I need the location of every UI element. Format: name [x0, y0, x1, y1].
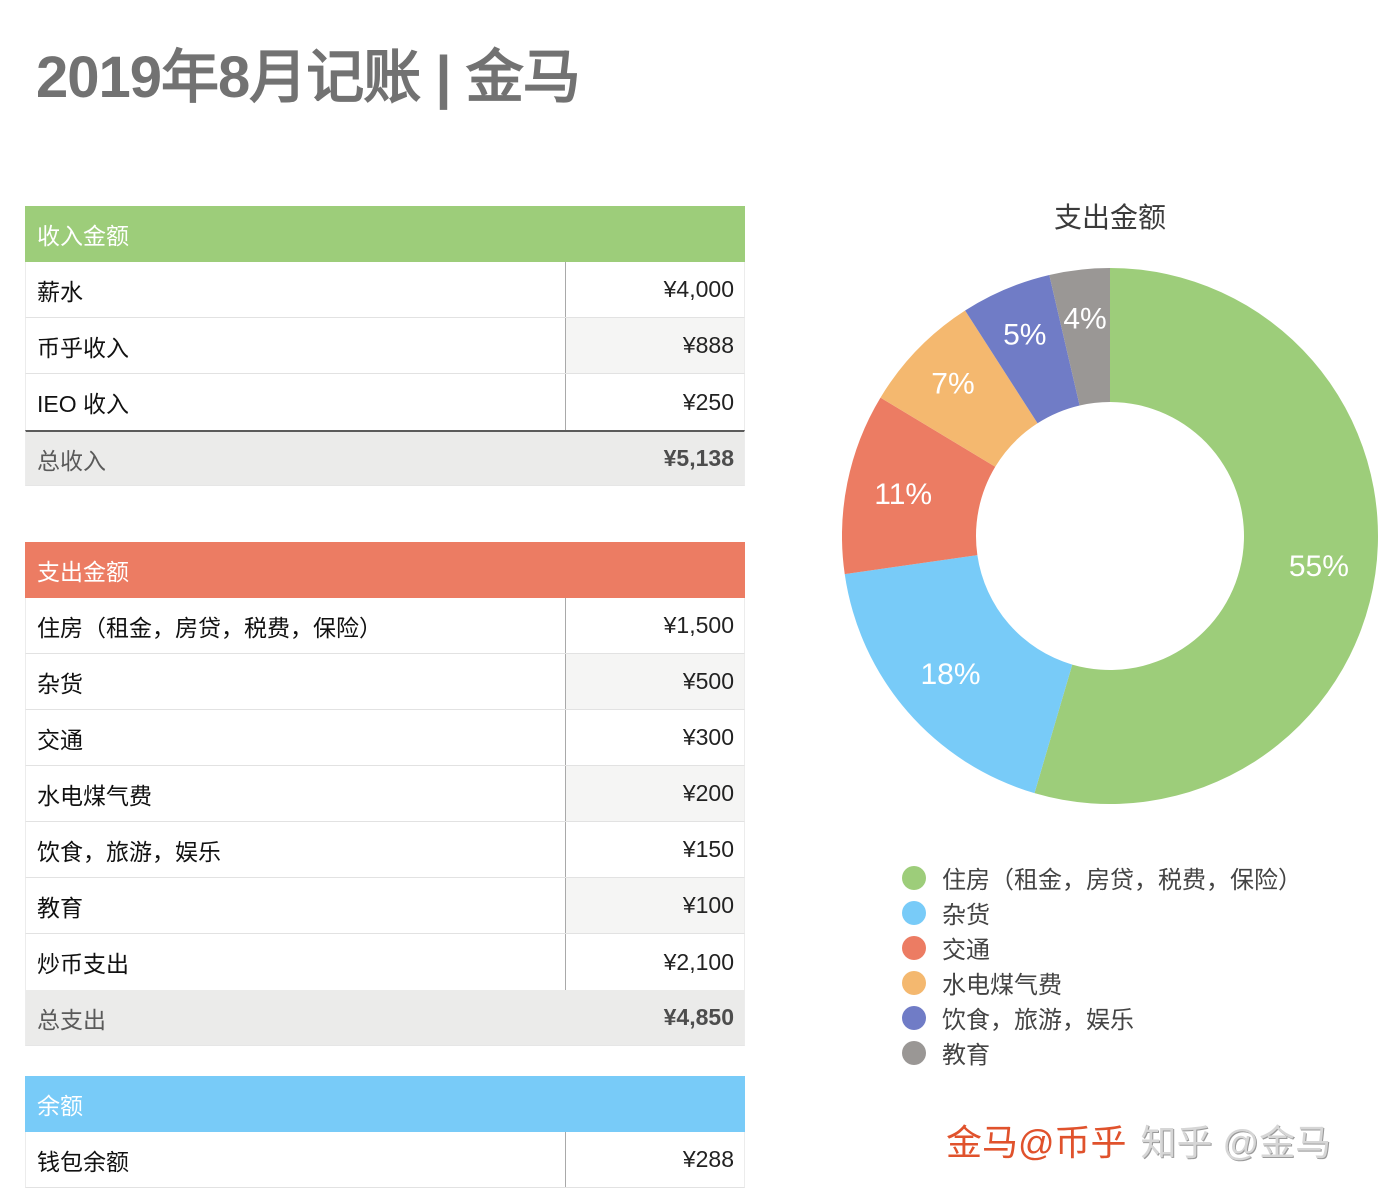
slice-percent-label: 18% [921, 658, 981, 691]
legend-label: 杂货 [942, 902, 990, 929]
row-value: ¥4,000 [663, 276, 734, 302]
legend-label: 住房（租金，房贷，税费，保险） [942, 867, 1302, 894]
legend-label: 水电煤气费 [942, 972, 1062, 999]
legend-swatch-icon [902, 1005, 926, 1030]
table-row: IEO 收入 ¥250 [25, 374, 745, 430]
row-label: 杂货 [26, 654, 566, 709]
balance-header: 余额 [25, 1076, 745, 1132]
donut-slice [880, 310, 1038, 467]
row-value: ¥2,100 [663, 948, 734, 975]
watermark: 金马@币乎 知乎 @金马 [946, 1114, 1331, 1166]
legend-item: 教育 [902, 1035, 1302, 1070]
row-label: 薪水 [26, 262, 566, 317]
total-row: 总支出 ¥4,850 [25, 990, 745, 1046]
donut-chart: 55% 18% 11% 7% 5% 4% [842, 268, 1378, 804]
slice-percent-label: 7% [931, 367, 974, 400]
legend-item: 水电煤气费 [902, 965, 1302, 1000]
row-value: ¥1,500 [663, 612, 734, 638]
legend-swatch-icon [902, 970, 926, 995]
table-row: 币乎收入 ¥888 [25, 318, 745, 374]
legend-item: 杂货 [902, 895, 1302, 930]
row-label: 炒币支出 [26, 934, 566, 990]
legend-item: 交通 [902, 930, 1302, 965]
row-value: ¥200 [566, 766, 744, 821]
row-label: 饮食，旅游，娱乐 [26, 822, 566, 877]
row-label: IEO 收入 [26, 374, 566, 430]
legend-swatch-icon [902, 1040, 926, 1065]
expense-header: 支出金额 [25, 542, 745, 598]
row-label: 水电煤气费 [26, 766, 566, 821]
row-value: ¥888 [566, 318, 744, 373]
row-label: 币乎收入 [26, 318, 566, 373]
table-row: 交通 ¥300 [25, 710, 745, 766]
legend-swatch-icon [902, 865, 926, 890]
table-row: 水电煤气费 ¥200 [25, 766, 745, 822]
watermark-zhihu: 知乎 @金马 [1140, 1122, 1332, 1163]
legend-swatch-icon [902, 900, 926, 925]
total-label: 总收入 [37, 447, 106, 474]
page-title: 2019年8月记账 | 金马 [36, 45, 581, 110]
slice-percent-label: 55% [1289, 550, 1349, 583]
income-header: 收入金额 [25, 206, 745, 262]
slice-percent-label: 5% [1003, 318, 1046, 351]
donut-slice [1034, 268, 1378, 804]
row-value: ¥300 [682, 724, 734, 750]
total-value: ¥4,850 [663, 1004, 734, 1030]
donut-slices [842, 268, 1378, 804]
donut-slice [842, 397, 996, 575]
row-value: ¥100 [566, 878, 744, 933]
legend-item: 饮食，旅游，娱乐 [902, 1000, 1302, 1035]
row-label: 住房（租金，房贷，税费，保险） [26, 598, 566, 653]
table-row: 饮食，旅游，娱乐 ¥150 [25, 822, 745, 878]
legend-label: 饮食，旅游，娱乐 [942, 1007, 1134, 1034]
slice-percent-label: 4% [1063, 302, 1106, 335]
watermark-bihu: 金马@币乎 [946, 1122, 1127, 1163]
chart-legend: 住房（租金，房贷，税费，保险） 杂货 交通 水电煤气费 饮食，旅游，娱乐 教育 [902, 860, 1302, 1070]
total-row: 总收入 ¥5,138 [25, 430, 745, 486]
donut-slice [965, 274, 1080, 424]
row-label: 钱包余额 [26, 1132, 566, 1187]
balance-table: 余额 钱包余额 ¥288 [25, 1076, 745, 1188]
legend-label: 交通 [942, 937, 990, 964]
table-row: 薪水 ¥4,000 [25, 262, 745, 318]
row-value: ¥150 [682, 836, 734, 862]
income-table: 收入金额 薪水 ¥4,000 币乎收入 ¥888 IEO 收入 ¥250 总收入… [25, 206, 745, 486]
expense-table: 支出金额 住房（租金，房贷，税费，保险） ¥1,500 杂货 ¥500 交通 ¥… [25, 542, 745, 1046]
row-value: ¥250 [682, 388, 734, 415]
row-value: ¥288 [682, 1146, 734, 1172]
donut-slice [1049, 268, 1110, 406]
legend-swatch-icon [902, 935, 926, 960]
row-value: ¥500 [566, 654, 744, 709]
legend-label: 教育 [942, 1042, 990, 1069]
donut-slice [844, 555, 1073, 794]
chart-title: 支出金额 [1053, 202, 1166, 233]
table-row: 住房（租金，房贷，税费，保险） ¥1,500 [25, 598, 745, 654]
table-row: 炒币支出 ¥2,100 [25, 934, 745, 990]
total-value: ¥5,138 [663, 445, 734, 471]
donut-slice-labels: 55% 18% 11% 7% 5% 4% [874, 302, 1349, 691]
legend-item: 住房（租金，房贷，税费，保险） [902, 860, 1302, 895]
slice-percent-label: 11% [874, 478, 932, 511]
table-row: 钱包余额 ¥288 [25, 1132, 745, 1188]
row-label: 交通 [26, 710, 566, 765]
total-label: 总支出 [37, 1006, 106, 1033]
row-label: 教育 [26, 878, 566, 933]
table-row: 杂货 ¥500 [25, 654, 745, 710]
table-row: 教育 ¥100 [25, 878, 745, 934]
